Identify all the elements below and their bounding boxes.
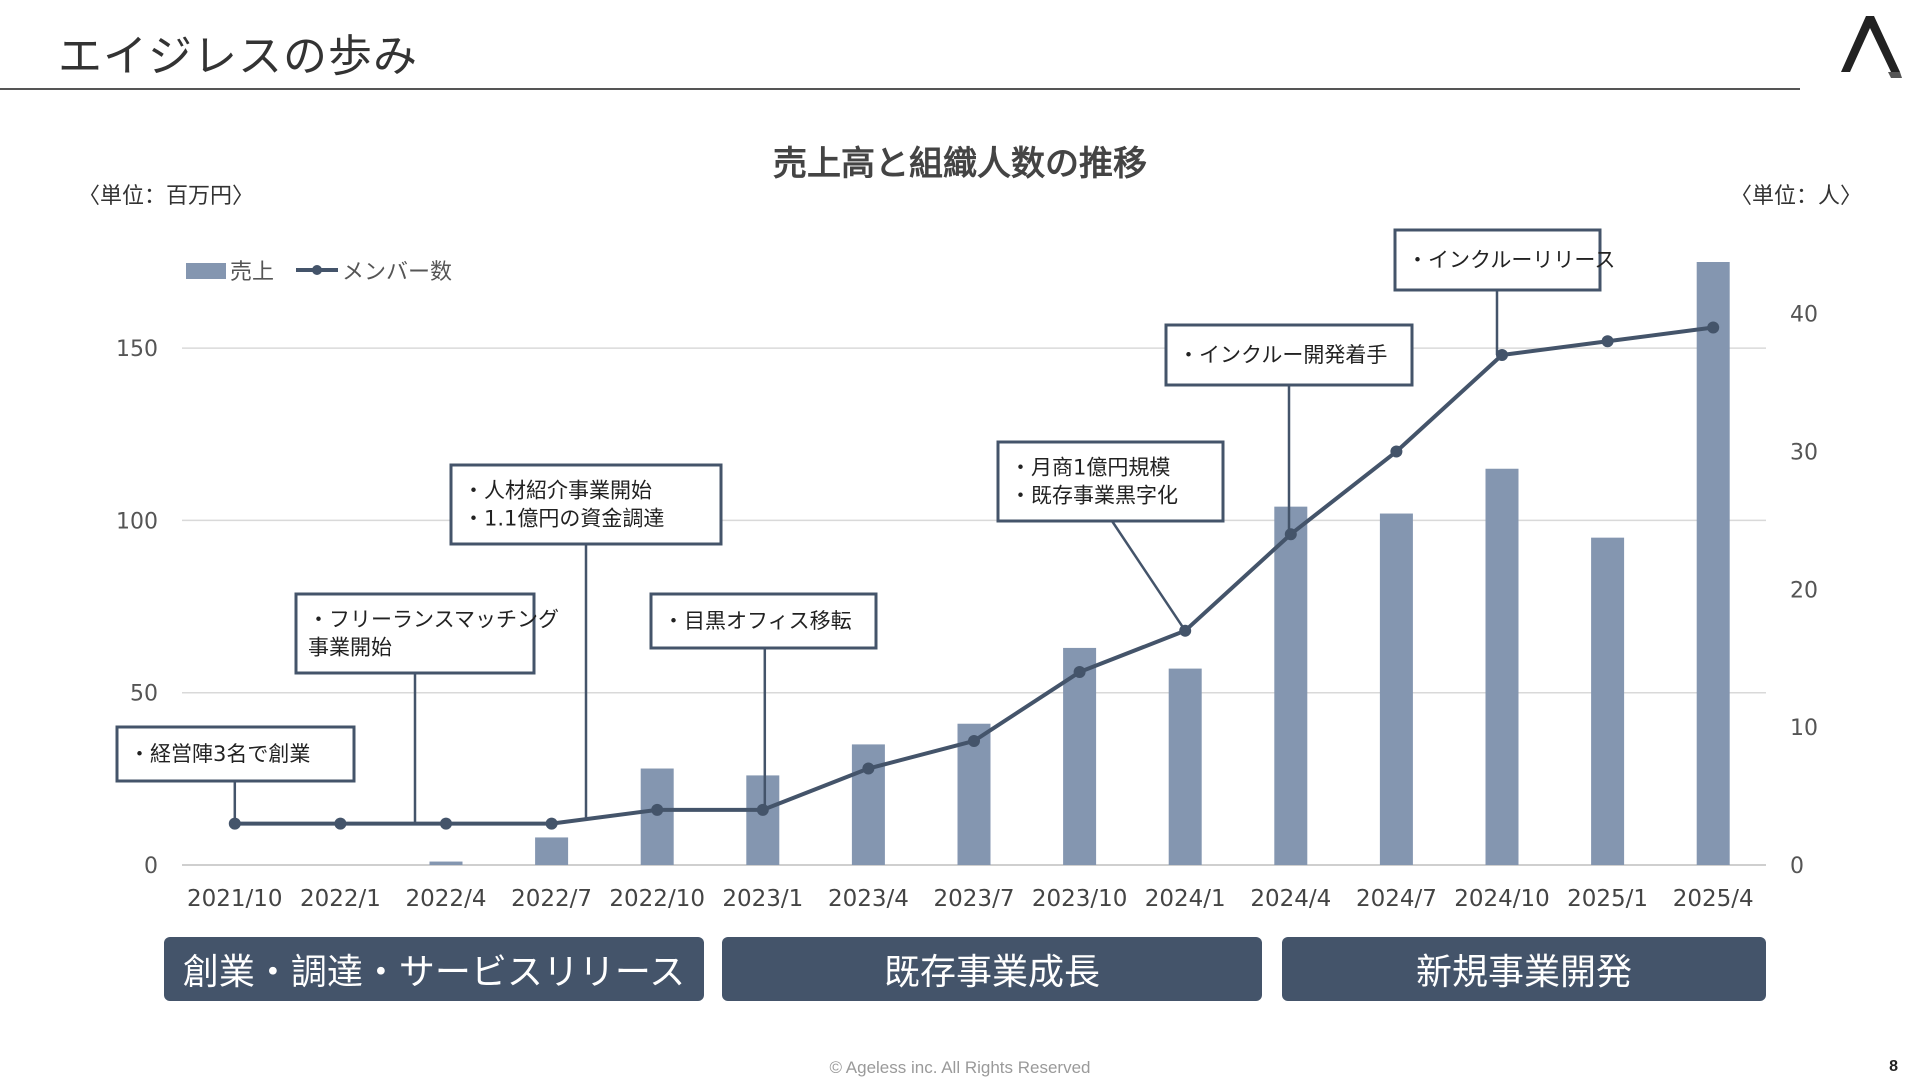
bar: [535, 837, 569, 865]
annotation-text: ・目黒オフィス移転: [663, 609, 852, 633]
annotation-text: ・既存事業黒字化: [1010, 484, 1178, 508]
x-tick-label: 2025/1: [1567, 886, 1648, 912]
member-count-point: [1390, 445, 1403, 458]
x-axis: 2021/10 2022/1 2022/4 2022/7 2022/10 2023/1 20…: [187, 886, 1754, 912]
x-tick-label: 2024/1: [1145, 886, 1226, 912]
right-tick-label: 20: [1790, 578, 1818, 603]
member-count-point: [651, 803, 664, 816]
phase-bar-new-business: 新規事業開発: [1282, 937, 1766, 1001]
x-tick-label: 2023/10: [1032, 886, 1128, 912]
x-tick-label: 2024/10: [1454, 886, 1550, 912]
member-count-point: [1601, 335, 1614, 348]
annotation-text: ・フリーランスマッチング: [308, 608, 559, 632]
annotation-box: [649, 592, 878, 650]
legend-bar-label: 売上: [230, 260, 274, 285]
x-tick-label: 2023/7: [934, 886, 1015, 912]
right-y-axis: 0 10 20 30 40: [1790, 303, 1818, 879]
page-number: 8: [1889, 1058, 1898, 1075]
right-axis-unit: 〈単位：人〉: [1730, 184, 1862, 209]
annotation-text: ・月商1億円規模: [1010, 456, 1170, 480]
bar: [1274, 506, 1308, 865]
bar: [1063, 647, 1097, 865]
annotation-box: [115, 725, 356, 783]
annotation-text: ・人材紹介事業開始: [463, 479, 652, 503]
annotation-box: [294, 592, 536, 675]
annotation-text: ・インクルー開発着手: [1178, 343, 1387, 367]
member-count-point: [440, 817, 452, 830]
member-count-point: [334, 817, 347, 830]
left-axis-unit: 〈単位：百万円〉: [78, 184, 254, 209]
annotation-box: [1393, 228, 1602, 292]
x-tick-label: 2024/7: [1356, 886, 1437, 912]
phase-bar-growth: 既存事業成長: [722, 937, 1262, 1001]
x-tick-label: 2022/7: [511, 886, 592, 912]
line-series-layer: [228, 321, 1720, 830]
member-count-point: [1179, 624, 1192, 637]
x-tick-label: 2023/1: [722, 886, 803, 912]
member-count-point: [545, 817, 558, 830]
member-count-point: [756, 803, 769, 816]
bar: [1379, 513, 1413, 865]
left-tick-label: 0: [144, 854, 158, 879]
right-tick-label: 40: [1790, 303, 1818, 328]
ageless-logo-icon: [1841, 16, 1902, 78]
annotation-text: ・1.1億円の資金調達: [463, 507, 664, 531]
x-tick-label: 2022/1: [300, 886, 381, 912]
member-count-point: [1284, 528, 1297, 541]
bar: [1591, 537, 1625, 865]
page-title: エイジレスの歩み: [58, 31, 418, 82]
annotation-box: [1164, 323, 1414, 387]
annotation-text: ・インクルーリリース: [1407, 248, 1615, 272]
member-count-point: [1707, 321, 1720, 334]
chart-title: 売上高と組織人数の推移: [773, 144, 1147, 184]
bar: [851, 744, 885, 865]
annotation-box: [449, 463, 723, 546]
title-divider: [0, 88, 1800, 90]
x-tick-label: 2024/4: [1250, 886, 1331, 912]
legend-line-label: メンバー数: [342, 260, 452, 285]
member-count-point: [228, 817, 241, 830]
x-tick-label: 2022/10: [609, 886, 705, 912]
bar: [1168, 668, 1202, 865]
bar: [746, 775, 780, 865]
legend-bar-swatch: [186, 263, 226, 279]
bar: [1696, 262, 1730, 865]
right-tick-label: 0: [1790, 854, 1804, 879]
annotation-box: [996, 440, 1225, 523]
bar: [957, 723, 991, 865]
bar: [640, 768, 674, 865]
left-tick-label: 150: [116, 337, 158, 362]
x-tick-label: 2021/10: [187, 886, 283, 912]
x-tick-label: 2025/4: [1673, 886, 1754, 912]
annotation-leader: [1110, 520, 1187, 632]
right-tick-label: 10: [1790, 716, 1818, 741]
bar: [1485, 468, 1519, 865]
annotation-text: ・経営陣3名で創業: [129, 742, 310, 766]
bars-layer: [429, 262, 1730, 865]
member-count-point: [862, 762, 875, 775]
left-tick-label: 50: [130, 682, 158, 707]
left-y-axis: 0 50 100 150: [116, 337, 158, 879]
legend-line-marker: [312, 265, 322, 275]
member-count-point: [968, 734, 980, 747]
bar: [429, 861, 463, 865]
copyright-footer: © Ageless inc. All Rights Reserved: [829, 1058, 1091, 1077]
legend: 売上 メンバー数: [186, 260, 452, 285]
left-tick-label: 100: [116, 509, 158, 534]
x-tick-label: 2023/4: [828, 886, 909, 912]
member-count-point: [1496, 349, 1508, 362]
member-count-point: [1073, 666, 1086, 679]
x-tick-label: 2022/4: [406, 886, 487, 912]
right-tick-label: 30: [1790, 441, 1818, 466]
phase-bar-founding: 創業・調達・サービスリリース: [164, 937, 704, 1001]
annotation-text: 事業開始: [308, 636, 392, 660]
